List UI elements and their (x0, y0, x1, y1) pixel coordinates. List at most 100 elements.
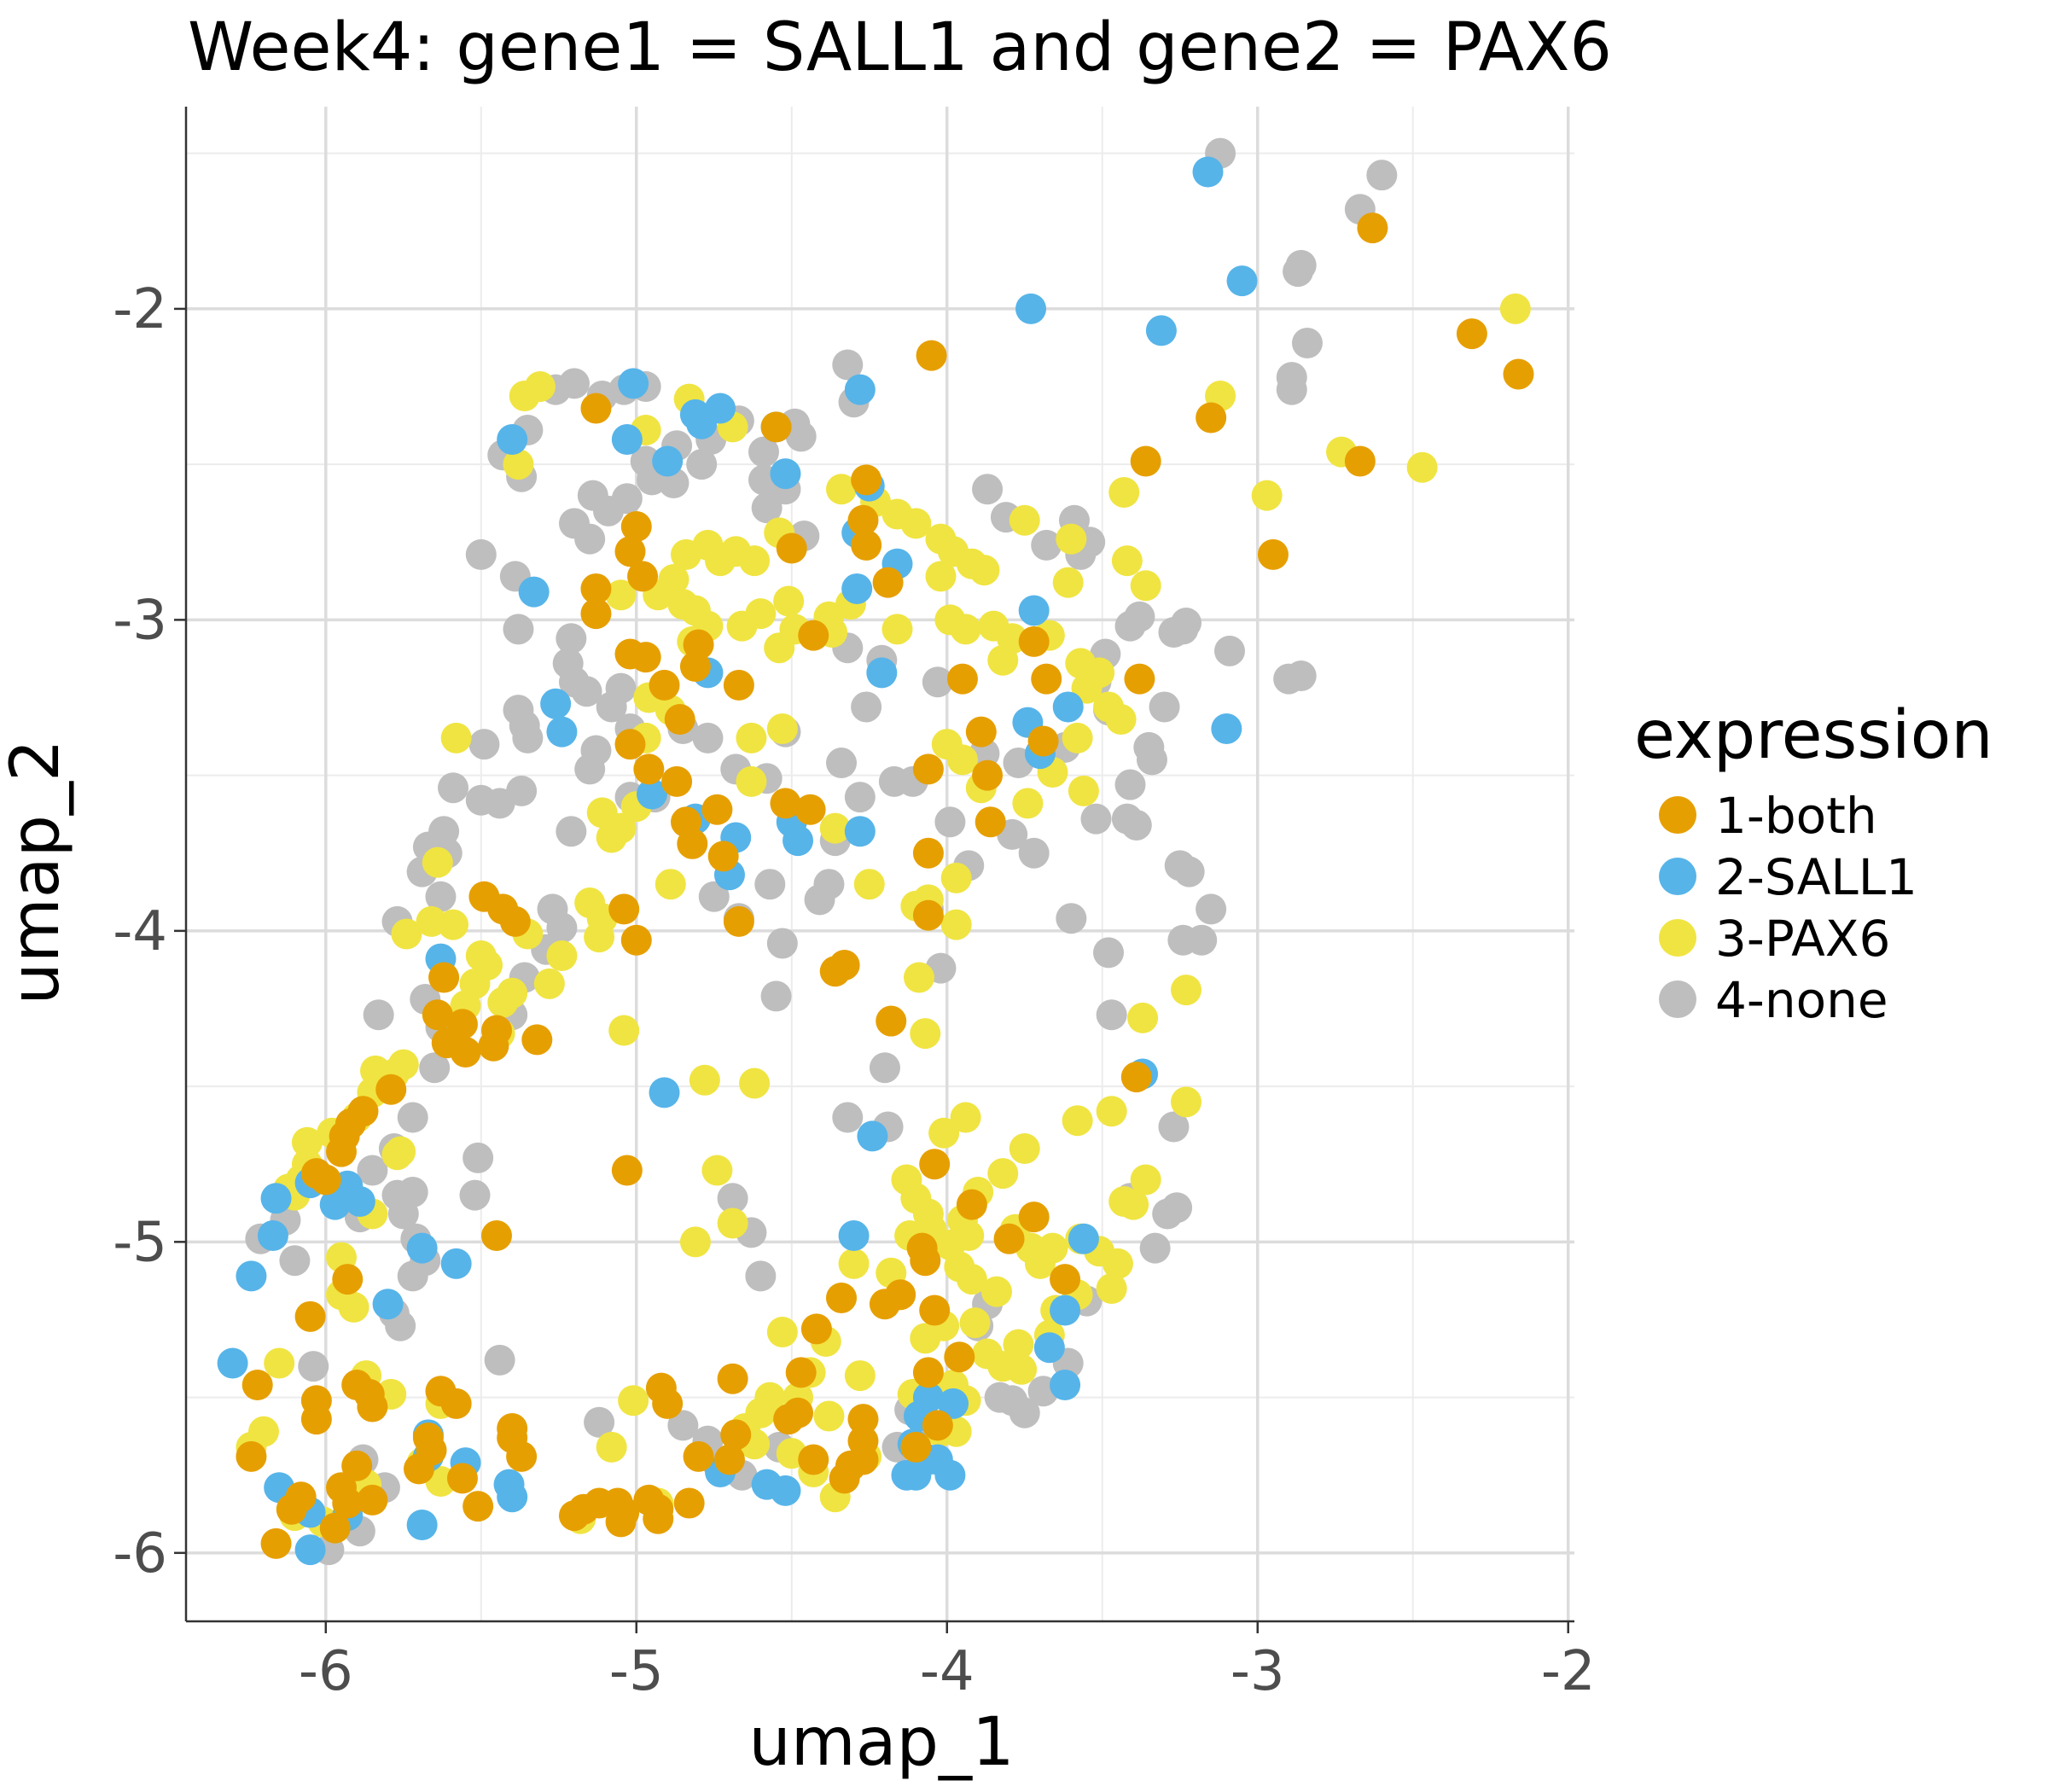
data-point (1102, 1248, 1133, 1279)
data-point (480, 1220, 512, 1252)
data-point (497, 423, 528, 455)
data-point (630, 642, 661, 673)
data-point (1018, 1201, 1050, 1233)
data-point (1050, 1369, 1081, 1400)
data-point (397, 1102, 428, 1133)
data-point (1276, 374, 1307, 405)
data-point (679, 1226, 711, 1258)
data-point (866, 657, 898, 689)
legend-label: 1-both (1715, 787, 1877, 845)
data-point (649, 669, 680, 701)
data-point (1056, 523, 1087, 555)
data-point (953, 1220, 985, 1252)
data-point (406, 1232, 438, 1264)
data-point (783, 825, 814, 857)
data-point (1012, 788, 1044, 819)
data-point (422, 999, 453, 1031)
data-point (546, 912, 578, 944)
data-point (800, 1313, 832, 1345)
data-point (766, 1317, 798, 1348)
data-point (1251, 480, 1283, 511)
data-point (463, 1142, 494, 1173)
data-point (605, 579, 637, 611)
data-point (357, 1155, 388, 1186)
data-point (667, 1410, 699, 1441)
data-point (944, 1251, 975, 1283)
data-point (686, 408, 718, 439)
data-point (571, 676, 602, 707)
data-point (611, 423, 643, 455)
data-point (946, 744, 978, 776)
data-point (580, 573, 612, 604)
data-point (241, 1369, 273, 1400)
data-point (478, 1030, 509, 1062)
data-point (611, 1155, 643, 1186)
data-point (987, 1158, 1019, 1190)
data-point (357, 1484, 388, 1516)
data-point (387, 1198, 419, 1230)
data-point (1124, 663, 1155, 695)
x-axis-title: umap_1 (748, 1704, 1014, 1781)
data-point (1456, 318, 1487, 350)
data-point (344, 1185, 375, 1217)
y-axis-title: umap_2 (0, 739, 74, 1004)
legend-swatch (1659, 858, 1696, 895)
data-point (586, 797, 618, 829)
data-point (556, 816, 587, 847)
data-point (1130, 1164, 1161, 1196)
data-point (844, 1360, 876, 1392)
data-point (459, 1179, 491, 1211)
data-point (1145, 315, 1177, 346)
legend-item-4-none: 4-none (1659, 971, 1888, 1029)
data-point (969, 555, 1000, 586)
data-point (844, 782, 876, 813)
data-point (403, 1453, 434, 1485)
data-point (260, 1527, 292, 1559)
data-point (832, 1102, 864, 1133)
legend-item-3-PAX6: 3-PAX6 (1659, 910, 1890, 968)
data-point (723, 669, 754, 701)
x-tick-label: -2 (1541, 1640, 1596, 1703)
data-point (1096, 1273, 1127, 1305)
data-point (944, 1341, 975, 1373)
data-point (596, 691, 627, 723)
data-point (1062, 722, 1093, 753)
data-point (819, 812, 851, 844)
data-point (847, 504, 879, 536)
data-point (766, 928, 798, 959)
data-point (739, 1068, 771, 1099)
data-point (422, 847, 453, 878)
data-point (236, 1440, 267, 1472)
data-point (574, 523, 606, 555)
data-point (717, 1207, 748, 1239)
data-point (980, 1276, 1012, 1307)
data-point (1196, 893, 1227, 925)
data-point (922, 1410, 953, 1441)
data-point (1080, 803, 1112, 835)
data-point (785, 421, 817, 452)
data-point (428, 962, 460, 993)
data-point (956, 1189, 987, 1220)
data-point (614, 729, 646, 760)
data-point (903, 962, 934, 993)
legend-item-1-both: 1-both (1659, 787, 1877, 845)
data-point (276, 1493, 307, 1525)
data-point (826, 474, 858, 505)
data-point (1050, 1264, 1081, 1295)
data-point (851, 691, 882, 723)
data-point (912, 753, 944, 785)
data-point (620, 511, 652, 543)
data-point (713, 1444, 745, 1475)
data-point (965, 716, 997, 748)
legend-swatch (1659, 796, 1696, 834)
data-point (580, 735, 612, 766)
data-point (372, 1289, 404, 1320)
data-point (993, 1223, 1025, 1254)
data-point (841, 573, 873, 604)
data-point (661, 765, 693, 797)
data-point (950, 614, 981, 645)
data-point (503, 614, 534, 645)
data-point (1120, 1062, 1152, 1093)
data-point (869, 1289, 900, 1320)
